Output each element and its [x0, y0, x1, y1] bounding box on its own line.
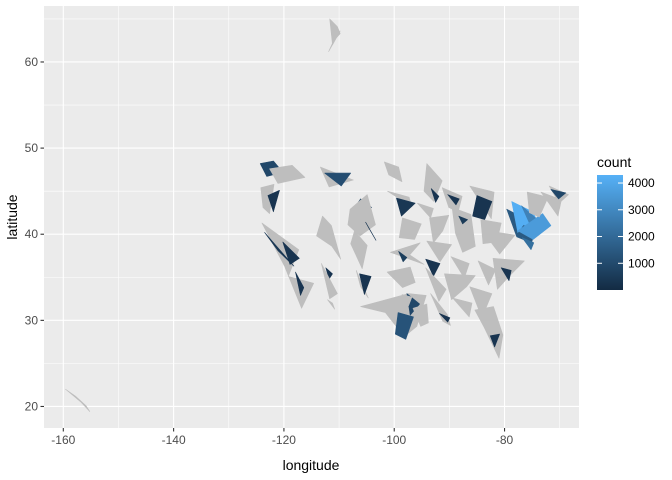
x-axis: -160 -140 -120 -100 -80 — [51, 428, 514, 447]
map-shape — [329, 18, 341, 46]
x-tick-label: -160 — [51, 433, 75, 447]
map-shape — [390, 242, 425, 265]
map-shape — [398, 251, 408, 263]
map-shape — [324, 172, 352, 187]
map-shape — [325, 267, 333, 280]
map-shape — [429, 215, 450, 244]
map-shape — [447, 194, 460, 206]
legend-ticks: 1000 2000 3000 4000 — [597, 176, 655, 270]
map-shapes — [65, 18, 569, 412]
map-shape — [260, 184, 275, 214]
x-tick-label: -120 — [272, 433, 296, 447]
map-shape — [430, 188, 440, 203]
map-shape — [412, 303, 429, 327]
map-shape — [65, 388, 91, 412]
x-tick-label: -140 — [162, 433, 186, 447]
map-shape — [347, 194, 376, 237]
map-shape — [417, 202, 434, 219]
y-axis-title: latitude — [4, 194, 20, 239]
map-shape — [398, 217, 422, 240]
map-shape — [450, 256, 470, 279]
x-axis-title: longitude — [283, 457, 340, 473]
map-shape — [425, 258, 441, 277]
map-shape — [550, 189, 567, 200]
y-tick-label: 30 — [25, 313, 39, 327]
map-shape — [328, 30, 341, 52]
legend-tick-label: 2000 — [628, 230, 655, 244]
map-shape — [295, 271, 305, 296]
y-tick-label: 50 — [25, 141, 39, 155]
y-axis: 20 30 40 50 60 — [25, 55, 44, 413]
legend-tick-label: 1000 — [628, 256, 655, 270]
map-shape — [386, 266, 416, 288]
legend-tick-label: 3000 — [628, 203, 655, 217]
map-shape — [439, 313, 451, 323]
x-tick-label: -80 — [496, 433, 514, 447]
map-shape — [321, 263, 338, 300]
map-shape — [425, 267, 447, 302]
map-shape — [477, 260, 497, 286]
map-shape — [489, 333, 500, 348]
map-shape — [396, 197, 416, 217]
panel-background — [44, 6, 579, 428]
map-shape — [451, 207, 476, 253]
map-shape — [500, 267, 512, 282]
y-tick-label: 40 — [25, 227, 39, 241]
legend-tick-label: 4000 — [628, 176, 655, 190]
map-shape — [267, 190, 280, 213]
map-shape — [394, 312, 414, 340]
map-shape — [282, 241, 300, 265]
legend-title: count — [597, 154, 631, 170]
map-shape — [472, 195, 493, 220]
map-shape — [327, 299, 336, 310]
map-shape — [359, 273, 372, 295]
map-shape — [365, 221, 377, 241]
legend: count 1000 2000 3000 4000 — [597, 154, 655, 290]
map-shape — [526, 191, 549, 218]
y-tick-label: 20 — [25, 399, 39, 413]
map-shape — [469, 286, 493, 319]
map-shape — [517, 213, 552, 240]
minor-gridlines — [44, 6, 579, 428]
map-shape — [401, 294, 413, 307]
map-shape — [269, 165, 306, 184]
map-shape — [458, 215, 468, 225]
legend-colorbar — [597, 175, 623, 290]
map-shape — [264, 232, 295, 267]
x-tick-label: -100 — [382, 433, 406, 447]
map-shape — [521, 237, 535, 250]
map-shape — [426, 240, 452, 263]
map-shape — [350, 230, 368, 270]
map-shape — [444, 273, 476, 301]
map-shape — [383, 161, 403, 182]
map-shape — [316, 215, 342, 260]
map-shape — [423, 163, 443, 202]
y-tick-label: 60 — [25, 55, 39, 69]
map-shape — [474, 306, 504, 359]
major-gridlines — [44, 6, 579, 428]
map-shape — [481, 229, 516, 255]
map-shape — [452, 297, 473, 318]
